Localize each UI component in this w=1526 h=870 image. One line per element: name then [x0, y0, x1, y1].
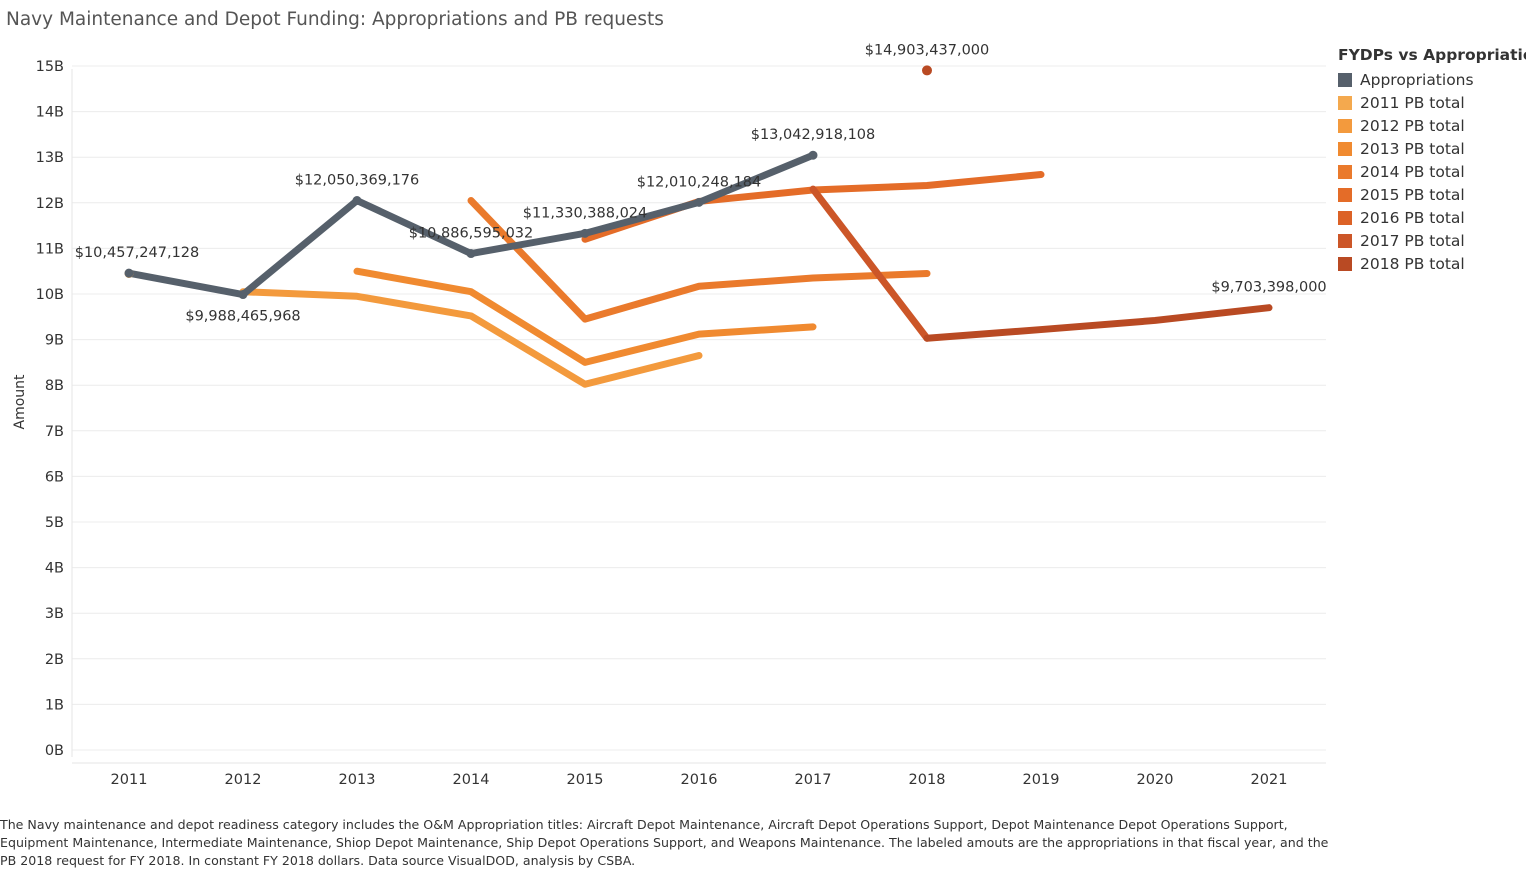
x-tick-label: 2015	[567, 772, 604, 788]
y-tick-label: 15B	[36, 59, 64, 75]
series-markers	[124, 65, 932, 300]
appropriations-point	[124, 268, 134, 278]
2014-pb-total-line	[467, 197, 931, 323]
y-tick-label: 9B	[45, 333, 64, 349]
legend-label: 2013 PB total	[1360, 139, 1465, 158]
legend-swatch	[1338, 164, 1352, 179]
legend-swatch	[1338, 72, 1352, 87]
pb-2018-point	[922, 65, 932, 76]
y-tick-label: 0B	[45, 743, 64, 759]
legend-item: 2018 PB total	[1338, 252, 1526, 275]
legend-label: 2015 PB total	[1360, 185, 1465, 204]
data-label: $11,330,388,024	[523, 205, 648, 221]
data-label: $12,010,248,184	[637, 174, 762, 190]
y-tick-label: 10B	[36, 287, 64, 303]
legend-item: 2013 PB total	[1338, 137, 1526, 160]
legend-label: 2011 PB total	[1360, 93, 1465, 112]
data-label: $14,903,437,000	[865, 42, 990, 58]
y-tick-label: 8B	[45, 378, 64, 394]
legend-label: 2017 PB total	[1360, 231, 1465, 250]
legend-label: 2014 PB total	[1360, 162, 1465, 181]
data-label: $10,457,247,128	[75, 245, 200, 261]
legend-swatch	[1338, 210, 1352, 225]
y-tick-label: 4B	[45, 561, 64, 577]
y-tick-label: 6B	[45, 469, 64, 485]
y-axis-label: Amount	[12, 374, 28, 430]
2017-pb-total-line	[809, 185, 931, 342]
2013-pb-total-line	[353, 267, 817, 366]
legend-item: 2014 PB total	[1338, 160, 1526, 183]
legend-label: 2016 PB total	[1360, 208, 1465, 227]
y-tick-label: 2B	[45, 652, 64, 668]
chart-title: Navy Maintenance and Depot Funding: Appr…	[6, 9, 664, 30]
2012-pb-total-line	[239, 288, 703, 388]
x-tick-label: 2013	[339, 772, 376, 788]
data-label: $9,988,465,968	[185, 309, 300, 325]
2018-pb-total-line	[923, 304, 1273, 342]
y-tick-label: 5B	[45, 515, 64, 531]
data-labels: $10,457,247,128 $9,988,465,968 $12,050,369…	[75, 42, 1327, 324]
appropriations-point	[808, 150, 818, 160]
legend-swatch	[1338, 256, 1352, 271]
y-tick-label: 13B	[36, 150, 64, 166]
y-tick-label: 12B	[36, 196, 64, 212]
x-tick-label: 2020	[1137, 772, 1174, 788]
legend-label: 2012 PB total	[1360, 116, 1465, 135]
x-tick-label: 2018	[909, 772, 946, 788]
legend-item: Appropriations	[1338, 68, 1526, 91]
legend-swatch	[1338, 141, 1352, 156]
appropriations-point	[238, 290, 248, 300]
legend-item: 2012 PB total	[1338, 114, 1526, 137]
x-tick-label: 2021	[1251, 772, 1288, 788]
y-tick-label: 7B	[45, 424, 64, 440]
legend: FYDPs vs Appropriations Appropriations 20…	[1338, 46, 1526, 275]
gridlines	[71, 65, 1326, 764]
appropriations-point	[466, 249, 476, 259]
x-tick-label: 2016	[681, 772, 718, 788]
legend-label: 2018 PB total	[1360, 254, 1465, 273]
legend-item: 2015 PB total	[1338, 183, 1526, 206]
data-label: $12,050,369,176	[295, 173, 420, 189]
x-tick-label: 2019	[1023, 772, 1060, 788]
y-tick-label: 1B	[45, 697, 64, 713]
appropriations-point	[580, 228, 590, 238]
y-tick-label: 3B	[45, 606, 64, 622]
x-tick-label: 2012	[225, 772, 262, 788]
data-label: $9,703,398,000	[1211, 280, 1326, 296]
legend-swatch	[1338, 233, 1352, 248]
legend-swatch	[1338, 95, 1352, 110]
appropriations-point	[694, 197, 704, 207]
x-axis-ticks: 2011 2012 2013 2014 2015 2016 2017 2018 2019 2020…	[111, 772, 1288, 788]
y-axis-ticks: 0B 1B 2B 3B 4B 5B 6B 7B 8B 9B 10B 11B 12B 13B 14B 15B	[36, 59, 64, 759]
y-tick-label: 11B	[36, 241, 64, 257]
legend-title: FYDPs vs Appropriations	[1338, 46, 1526, 64]
x-tick-label: 2017	[795, 772, 832, 788]
legend-item: 2016 PB total	[1338, 206, 1526, 229]
data-label: $13,042,918,108	[751, 127, 876, 143]
y-tick-label: 14B	[36, 105, 64, 121]
legend-swatch	[1338, 187, 1352, 202]
data-label: $10,886,595,032	[409, 226, 534, 242]
legend-item: 2011 PB total	[1338, 91, 1526, 114]
line-chart: 0B 1B 2B 3B 4B 5B 6B 7B 8B 9B 10B 11B 12B 13B 14B 15B 2…	[12, 42, 1327, 788]
legend-label: Appropriations	[1360, 70, 1474, 89]
legend-item: 2017 PB total	[1338, 229, 1526, 252]
appropriations-point	[352, 196, 362, 206]
legend-swatch	[1338, 118, 1352, 133]
footnote: The Navy maintenance and depot readiness…	[0, 817, 1329, 868]
x-tick-label: 2014	[453, 772, 490, 788]
x-tick-label: 2011	[111, 772, 148, 788]
